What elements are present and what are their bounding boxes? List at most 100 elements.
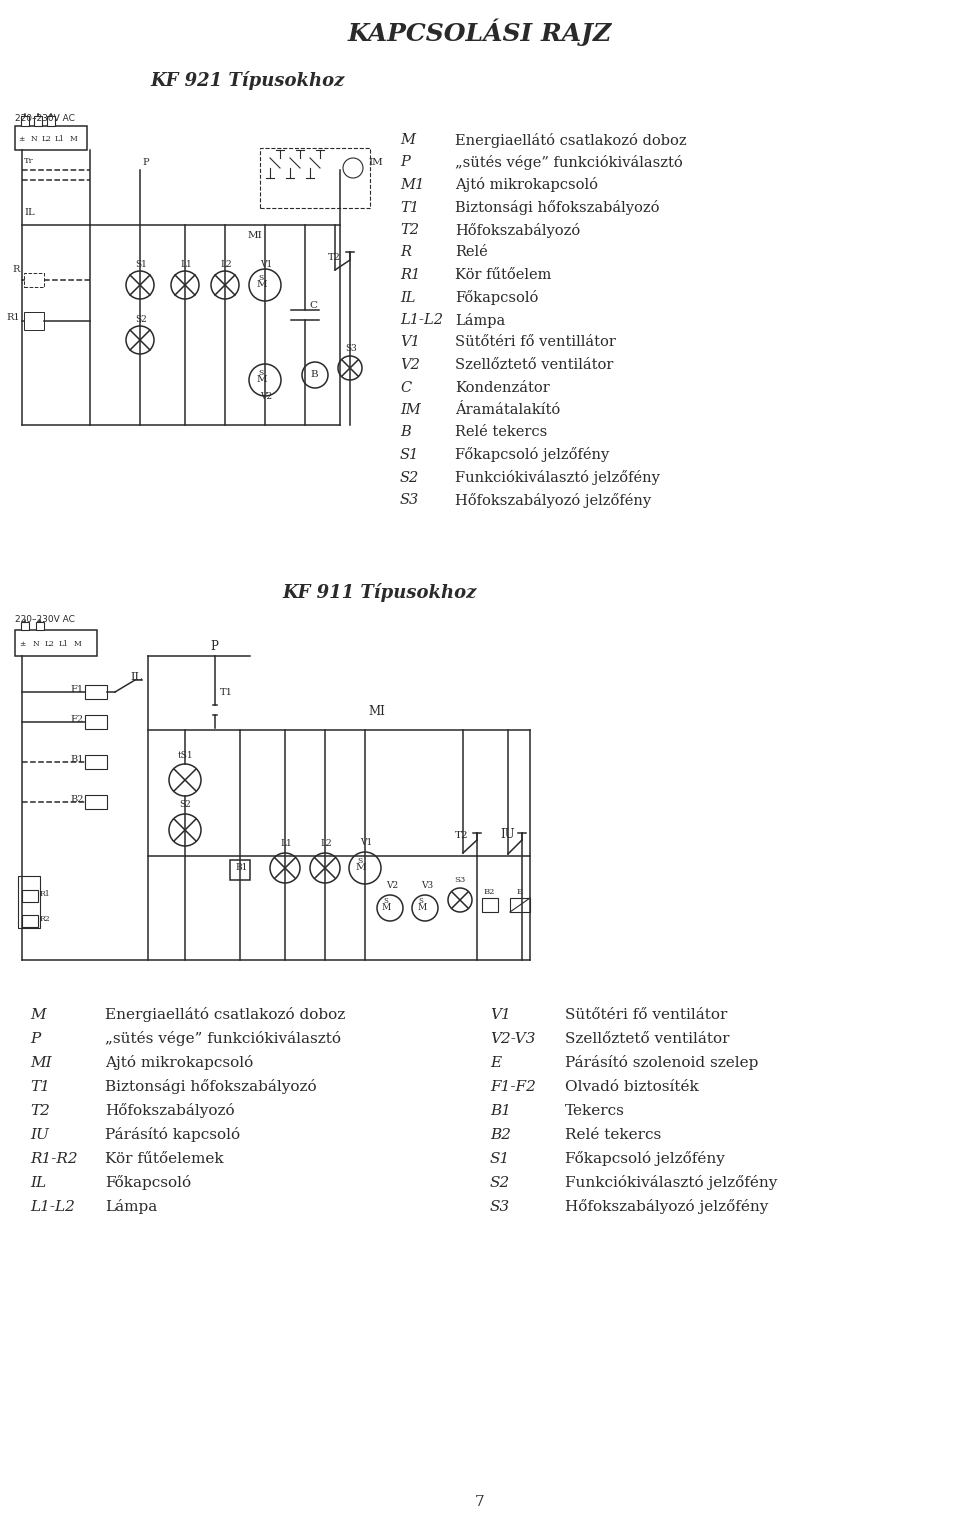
Text: V1: V1 bbox=[400, 336, 420, 349]
Text: R1: R1 bbox=[400, 267, 420, 283]
Text: E: E bbox=[490, 1056, 501, 1069]
Text: B1: B1 bbox=[490, 1104, 511, 1118]
Text: L1-L2: L1-L2 bbox=[400, 313, 443, 327]
Text: Főkapcsoló jelzőfény: Főkapcsoló jelzőfény bbox=[565, 1151, 725, 1167]
Text: Energiaellátó csatlakozó doboz: Energiaellátó csatlakozó doboz bbox=[455, 132, 686, 147]
Text: V2: V2 bbox=[386, 881, 398, 890]
Bar bbox=[21, 621, 29, 630]
Text: V2: V2 bbox=[260, 392, 272, 401]
Text: F1-F2: F1-F2 bbox=[490, 1080, 536, 1094]
Circle shape bbox=[343, 158, 363, 178]
Text: M: M bbox=[382, 902, 392, 911]
Text: Hőfokszabályozó: Hőfokszabályozó bbox=[455, 222, 580, 237]
Text: P: P bbox=[400, 155, 410, 170]
Text: T2: T2 bbox=[30, 1104, 50, 1118]
Text: IL: IL bbox=[24, 208, 35, 217]
Text: P: P bbox=[210, 639, 218, 653]
Text: B2: B2 bbox=[484, 889, 495, 896]
Circle shape bbox=[310, 854, 340, 883]
Text: B1: B1 bbox=[235, 863, 248, 872]
Text: L1-L2: L1-L2 bbox=[30, 1200, 75, 1214]
Text: S: S bbox=[418, 898, 422, 905]
Bar bbox=[22, 914, 38, 927]
Text: MI: MI bbox=[368, 705, 385, 718]
Text: Főkapcsoló jelzőfény: Főkapcsoló jelzőfény bbox=[455, 448, 610, 462]
Text: 220–230V AC: 220–230V AC bbox=[15, 615, 75, 624]
Text: Lámpa: Lámpa bbox=[455, 313, 505, 328]
Text: IL: IL bbox=[30, 1176, 46, 1189]
Text: Olvadó biztosíték: Olvadó biztosíték bbox=[565, 1080, 699, 1094]
Text: S3: S3 bbox=[345, 343, 357, 352]
Text: KF 921 Típusokhoz: KF 921 Típusokhoz bbox=[151, 70, 346, 90]
Bar bbox=[230, 860, 250, 880]
Text: Szellőztető ventilátor: Szellőztető ventilátor bbox=[455, 358, 613, 372]
Text: B1: B1 bbox=[70, 755, 84, 764]
Bar bbox=[85, 755, 107, 769]
Circle shape bbox=[302, 362, 328, 387]
Bar bbox=[260, 147, 370, 208]
Text: V2: V2 bbox=[400, 358, 420, 372]
Text: Energiaellátó csatlakozó doboz: Energiaellátó csatlakozó doboz bbox=[105, 1007, 346, 1022]
Text: Ajtó mikrokapcsoló: Ajtó mikrokapcsoló bbox=[105, 1056, 253, 1071]
Circle shape bbox=[249, 269, 281, 301]
Text: R1: R1 bbox=[7, 313, 20, 322]
Text: IU: IU bbox=[30, 1129, 49, 1142]
Text: L1: L1 bbox=[280, 838, 292, 848]
Text: T1: T1 bbox=[400, 201, 419, 214]
Text: S3: S3 bbox=[400, 494, 420, 507]
Text: ±: ± bbox=[19, 639, 25, 649]
Text: R1: R1 bbox=[40, 890, 51, 898]
Text: Főkapcsoló: Főkapcsoló bbox=[105, 1176, 191, 1191]
Bar bbox=[24, 273, 44, 287]
Circle shape bbox=[270, 854, 300, 883]
Text: Biztonsági hőfokszabályozó: Biztonsági hőfokszabályozó bbox=[455, 201, 660, 216]
Text: ±: ± bbox=[18, 135, 24, 143]
Circle shape bbox=[249, 365, 281, 396]
Circle shape bbox=[126, 327, 154, 354]
Text: L2: L2 bbox=[320, 838, 331, 848]
Text: Sütőtéri fő ventilátor: Sütőtéri fő ventilátor bbox=[565, 1009, 728, 1022]
Text: P: P bbox=[30, 1031, 40, 1047]
Bar bbox=[15, 630, 97, 656]
Text: Biztonsági hőfokszabályozó: Biztonsági hőfokszabályozó bbox=[105, 1080, 317, 1095]
Text: Relé: Relé bbox=[455, 246, 488, 260]
Bar bbox=[21, 115, 29, 126]
Text: S: S bbox=[258, 369, 263, 377]
Circle shape bbox=[171, 270, 199, 299]
Circle shape bbox=[211, 270, 239, 299]
Text: IL: IL bbox=[400, 290, 416, 304]
Bar bbox=[482, 898, 498, 911]
Text: IM: IM bbox=[368, 158, 383, 167]
Text: S2: S2 bbox=[490, 1176, 511, 1189]
Text: B: B bbox=[310, 371, 318, 380]
Text: KF 911 Típusokhoz: KF 911 Típusokhoz bbox=[283, 582, 477, 602]
Bar bbox=[34, 115, 42, 126]
Text: L1: L1 bbox=[60, 639, 69, 649]
Text: S3: S3 bbox=[490, 1200, 511, 1214]
Circle shape bbox=[412, 895, 438, 921]
Text: M: M bbox=[30, 1009, 46, 1022]
Text: F1: F1 bbox=[71, 685, 84, 694]
Bar bbox=[24, 311, 44, 330]
Text: M: M bbox=[257, 375, 268, 384]
Text: Főkapcsoló: Főkapcsoló bbox=[455, 290, 539, 305]
Text: L1: L1 bbox=[55, 135, 65, 143]
Text: Tr: Tr bbox=[24, 156, 34, 166]
Text: N: N bbox=[31, 135, 37, 143]
Text: Áramátalakító: Áramátalakító bbox=[455, 403, 561, 418]
Text: V3: V3 bbox=[421, 881, 433, 890]
Text: B: B bbox=[400, 425, 411, 439]
Text: S1: S1 bbox=[490, 1151, 511, 1167]
Text: C: C bbox=[400, 380, 411, 395]
Text: Funkciókiválasztó jelzőfény: Funkciókiválasztó jelzőfény bbox=[455, 469, 660, 485]
Text: Kör fűtőelemek: Kör fűtőelemek bbox=[105, 1151, 224, 1167]
Text: R: R bbox=[12, 264, 20, 273]
Text: R: R bbox=[400, 246, 411, 260]
Text: S1: S1 bbox=[400, 448, 420, 462]
Text: Szellőztető ventilátor: Szellőztető ventilátor bbox=[565, 1031, 730, 1047]
Text: tS1: tS1 bbox=[178, 750, 194, 760]
Circle shape bbox=[338, 355, 362, 380]
Text: N: N bbox=[33, 639, 39, 649]
Text: Relé tekercs: Relé tekercs bbox=[565, 1129, 661, 1142]
Text: S2: S2 bbox=[135, 314, 147, 324]
